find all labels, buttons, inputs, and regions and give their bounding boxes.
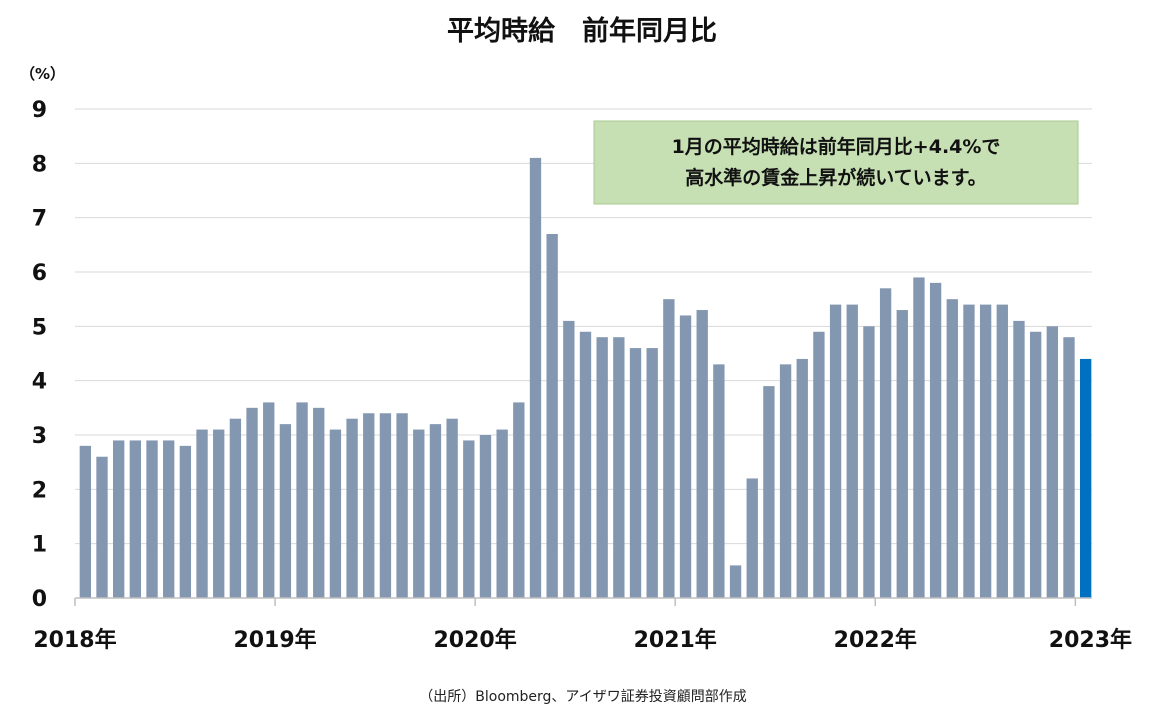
bar: [979, 304, 992, 598]
bar: [879, 288, 892, 598]
bar: [713, 364, 725, 598]
x-tick-label: 2020年: [434, 627, 517, 653]
bar: [613, 337, 625, 598]
bar: [213, 429, 225, 598]
x-axis: [74, 597, 1092, 606]
bar: [796, 358, 808, 598]
bar: [563, 320, 575, 598]
bar: [646, 348, 658, 598]
annotation-box: 1月の平均時給は前年同月比+4.4%で 高水準の賃金上昇が続いています。: [593, 120, 1079, 205]
y-tick-label: 5: [32, 315, 47, 340]
bar: [296, 402, 308, 598]
y-tick-label: 4: [32, 370, 47, 395]
bar: [546, 233, 558, 598]
bar: [429, 424, 442, 598]
y-axis-ticks: 0 1 2 3 4 5 6 7 8 9: [32, 98, 47, 612]
bar: [629, 348, 642, 598]
bar: [863, 326, 875, 598]
bar: [779, 364, 792, 598]
bar: [146, 440, 158, 598]
bar: [929, 282, 942, 598]
source-note: （出所）Bloomberg、アイザワ証券投資顧問部作成: [419, 689, 746, 705]
x-tick-label: 2022年: [834, 627, 917, 653]
bar: [79, 445, 92, 598]
x-tick-label: 2018年: [33, 627, 116, 653]
bar: [413, 429, 425, 598]
bar: [996, 304, 1008, 598]
bar: [1029, 331, 1042, 598]
bar: [663, 299, 675, 598]
bar: [763, 386, 775, 598]
bar: [829, 304, 842, 598]
bar: [596, 337, 608, 598]
bar: [263, 402, 275, 598]
bar: [963, 304, 975, 598]
y-tick-label: 7: [32, 207, 47, 232]
bar: [129, 440, 142, 598]
bar: [396, 413, 408, 598]
y-tick-label: 2: [32, 478, 47, 503]
bar: [846, 304, 858, 598]
bar: [246, 407, 258, 598]
bar: [379, 413, 392, 598]
bar: [346, 418, 358, 598]
bar: [463, 440, 475, 598]
y-tick-label: 3: [32, 424, 47, 449]
bar: [446, 418, 458, 598]
bar: [896, 310, 908, 598]
bar: [363, 413, 375, 598]
x-tick-label: 2021年: [634, 627, 717, 653]
y-tick-label: 8: [32, 152, 47, 177]
bar: [529, 157, 542, 598]
x-tick-label: 2023年: [1049, 627, 1132, 653]
y-tick-label: 0: [32, 587, 47, 612]
bar: [746, 478, 758, 598]
bar: [329, 429, 342, 598]
bar: [479, 435, 492, 598]
bar: [279, 424, 292, 598]
bar: [96, 456, 108, 598]
bar: [1013, 320, 1025, 598]
annotation-line-2: 高水準の賃金上昇が続いています。: [685, 166, 987, 189]
bar: [679, 315, 692, 598]
bars: [79, 157, 1092, 598]
bar: [1046, 326, 1058, 598]
bar: [313, 407, 325, 598]
bar: [813, 331, 825, 598]
bar: [513, 402, 525, 598]
bar: [1063, 337, 1075, 598]
bar: [579, 331, 592, 598]
y-tick-label: 9: [32, 98, 47, 123]
bar: [729, 565, 742, 598]
y-tick-label: 1: [32, 533, 47, 558]
bar: [229, 418, 242, 598]
bar: [496, 429, 508, 598]
gridlines: [75, 108, 1092, 545]
x-tick-label: 2019年: [233, 627, 316, 653]
y-tick-label: 6: [32, 261, 47, 286]
bar: [196, 429, 208, 598]
bar: [179, 445, 192, 598]
bar-latest: [1079, 358, 1092, 598]
annotation-line-1: 1月の平均時給は前年同月比+4.4%で: [672, 135, 1001, 158]
y-axis-unit: （%）: [20, 65, 65, 83]
chart-title: 平均時給 前年同月比: [447, 15, 717, 47]
bar: [946, 299, 958, 598]
bar: [913, 277, 925, 598]
x-axis-ticks: 2018年 2019年 2020年 2021年 2022年 2023年: [33, 627, 1132, 653]
bar: [696, 310, 708, 598]
bar: [113, 440, 125, 598]
bar: [163, 440, 175, 598]
